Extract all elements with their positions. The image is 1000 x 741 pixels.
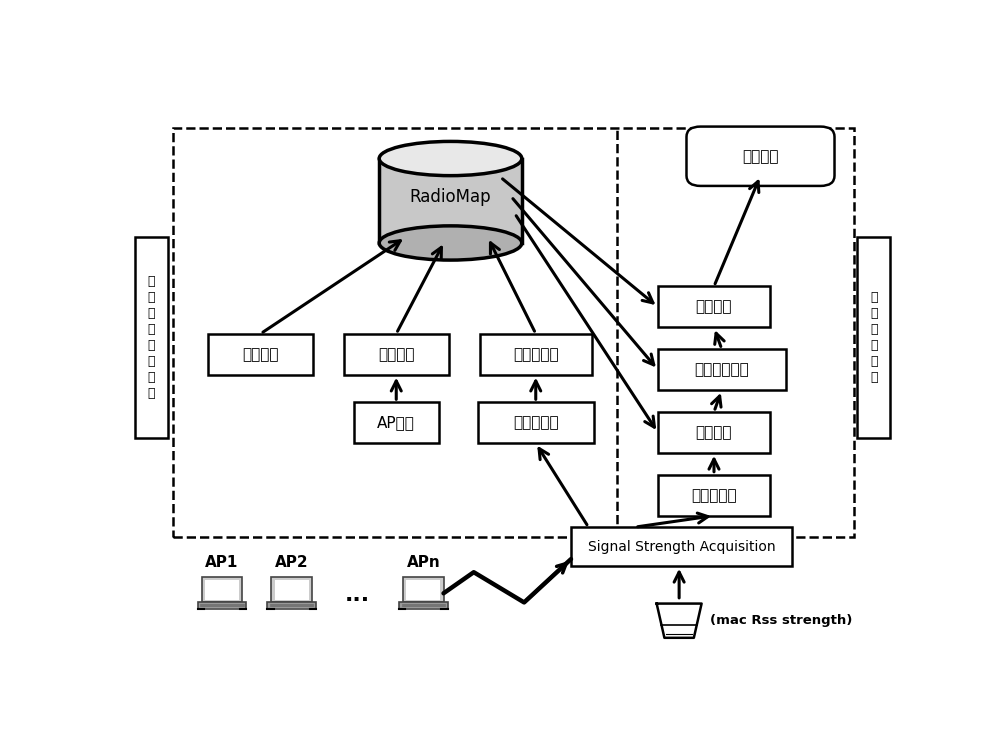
Text: APn: APn	[406, 556, 440, 571]
Polygon shape	[657, 604, 702, 638]
Text: AP1: AP1	[205, 556, 239, 571]
FancyBboxPatch shape	[658, 412, 770, 453]
Text: 相关性处理: 相关性处理	[691, 488, 737, 502]
Text: 相关性处理: 相关性处理	[513, 347, 559, 362]
Bar	[275, 580, 309, 600]
Bar	[173, 127, 854, 536]
Text: (mac Rss strength): (mac Rss strength)	[710, 614, 852, 627]
Text: 离
线
指
纹
数
据
采
集: 离 线 指 纹 数 据 采 集	[148, 275, 155, 400]
Bar	[857, 237, 890, 438]
Bar	[135, 237, 168, 438]
Text: ...: ...	[345, 585, 370, 605]
Bar	[205, 580, 239, 600]
Text: 确定定位区域: 确定定位区域	[694, 362, 749, 377]
Bar	[267, 602, 316, 609]
FancyBboxPatch shape	[208, 333, 313, 375]
Text: 定位输出: 定位输出	[742, 149, 779, 164]
Bar	[271, 576, 312, 602]
Text: 在
线
定
位
阶
段: 在 线 定 位 阶 段	[870, 291, 877, 384]
Text: 传播模型: 传播模型	[378, 347, 415, 362]
Text: Signal Strength Acquisition: Signal Strength Acquisition	[588, 539, 775, 554]
FancyBboxPatch shape	[658, 286, 770, 328]
Text: 匹配运算: 匹配运算	[696, 299, 732, 314]
FancyBboxPatch shape	[658, 349, 786, 391]
FancyBboxPatch shape	[571, 527, 792, 566]
Bar	[202, 576, 242, 602]
FancyBboxPatch shape	[354, 402, 439, 443]
Text: 定位估算: 定位估算	[696, 425, 732, 440]
Bar	[198, 602, 246, 609]
Text: AP信息: AP信息	[377, 415, 415, 431]
Text: RadioMap: RadioMap	[410, 187, 491, 205]
Text: 指纹点信息: 指纹点信息	[513, 415, 559, 431]
FancyBboxPatch shape	[478, 402, 594, 443]
Bar	[379, 159, 522, 243]
Bar	[406, 580, 440, 600]
Text: 聚类模型: 聚类模型	[242, 347, 279, 362]
FancyBboxPatch shape	[480, 333, 592, 375]
Ellipse shape	[379, 142, 522, 176]
Text: AP2: AP2	[275, 556, 308, 571]
Ellipse shape	[379, 226, 522, 260]
FancyBboxPatch shape	[686, 127, 835, 186]
Bar	[399, 602, 448, 609]
Bar	[403, 576, 444, 602]
FancyBboxPatch shape	[658, 475, 770, 516]
FancyBboxPatch shape	[344, 333, 449, 375]
